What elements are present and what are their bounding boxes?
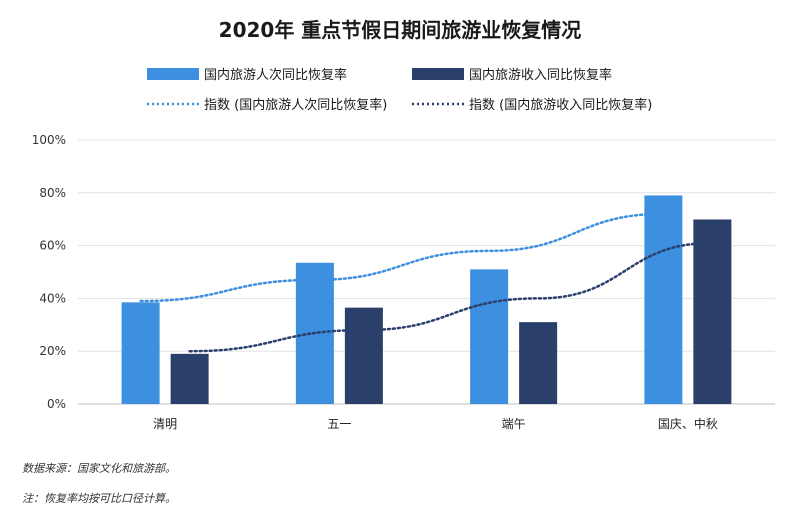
y-tick-label: 40% [39,291,66,305]
bars [121,195,732,404]
y-tick-label: 60% [39,239,66,253]
trendlines [139,212,714,353]
legend-label-trend-2: 指数 (国内旅游收入同比恢复率) [469,97,652,113]
x-tick-label: 国庆、中秋 [658,416,718,431]
x-tick-label: 清明 [153,417,177,431]
x-tick-label: 五一 [327,417,351,431]
trendline-2 [188,241,714,353]
legend-swatch-series-1 [147,68,199,80]
y-tick-label: 80% [39,186,66,200]
legend-label-series-2: 国内旅游收入同比恢复率 [469,67,612,83]
x-tick-label: 端午 [502,417,526,431]
legend-swatch-series-2 [412,68,464,80]
bar-series-1 [121,302,160,404]
legend-label-series-1: 国内旅游人次同比恢复率 [204,67,347,83]
bar-series-1 [644,195,683,404]
bar-series-2 [693,219,732,404]
y-tick-label: 100% [32,133,66,147]
y-tick-label: 0% [47,397,66,411]
bar-series-2 [344,307,383,404]
bar-series-2 [170,353,209,404]
x-axis-labels: 清明 五一 端午 国庆、中秋 [153,416,718,431]
footnote: 注：恢复率均按可比口径计算。 [22,492,176,505]
y-tick-label: 20% [39,344,66,358]
bar-series-1 [470,269,509,404]
trendline-1 [139,212,665,303]
chart-title: 2020年 重点节假日期间旅游业恢复情况 [219,18,582,42]
bar-series-2 [519,322,558,404]
source-note: 数据来源：国家文化和旅游部。 [22,462,176,475]
y-axis-labels: 0% 20% 40% 60% 80% 100% [32,133,66,411]
legend-label-trend-1: 指数 (国内旅游人次同比恢复率) [204,97,387,113]
